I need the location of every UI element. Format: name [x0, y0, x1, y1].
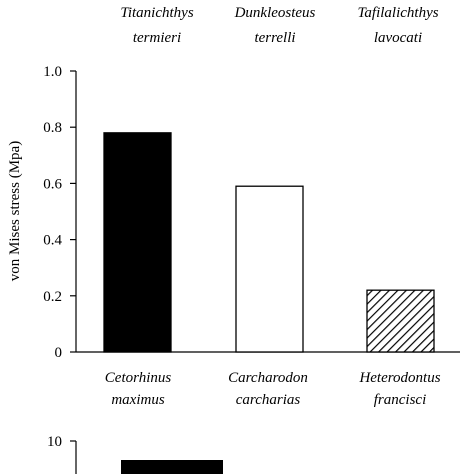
y-tick-label-0: 0	[55, 345, 63, 361]
bottom-species-labels: Cetorhinus maximus Carcharodon carcharia…	[105, 370, 441, 408]
top-label-1-line1: Titanichthys	[120, 5, 194, 21]
panel2-y-tick-label: 10	[47, 434, 62, 450]
top-label-3-line1: Tafilalichthys	[357, 5, 438, 21]
bottom-label-3-line1: Heterodontus	[358, 370, 440, 386]
y-tick-label-1: 0.2	[43, 289, 62, 305]
panel2-bar-1	[121, 460, 223, 474]
top-label-2-line2: terrelli	[254, 30, 295, 46]
chart-panel-bottom: 10	[47, 434, 223, 474]
bottom-label-1-line1: Cetorhinus	[105, 370, 172, 386]
y-axis-label: von Mises stress (Mpa)	[7, 141, 23, 281]
bottom-label-3-line2: francisci	[374, 392, 427, 408]
bar-3	[366, 289, 435, 353]
bar-2	[235, 185, 304, 353]
y-tick-label-3: 0.6	[43, 176, 62, 192]
top-label-3-line2: lavocati	[374, 30, 422, 46]
bottom-label-2-line1: Carcharodon	[228, 370, 308, 386]
y-tick-label-4: 0.8	[43, 120, 62, 136]
y-tick-label-5: 1.0	[43, 64, 62, 80]
chart-panel-top: Titanichthys termieri Dunkleosteus terre…	[7, 5, 460, 408]
top-label-2-line1: Dunkleosteus	[234, 5, 316, 21]
y-ticks: 0 0.2 0.4 0.6 0.8 1.0	[43, 64, 76, 361]
top-label-1-line2: termieri	[133, 30, 181, 46]
bars	[103, 132, 435, 353]
y-tick-label-2: 0.4	[43, 233, 62, 249]
bottom-label-1-line2: maximus	[111, 392, 164, 408]
bar-1	[103, 132, 172, 353]
top-species-labels: Titanichthys termieri Dunkleosteus terre…	[120, 5, 438, 46]
bottom-label-2-line2: carcharias	[236, 392, 301, 408]
